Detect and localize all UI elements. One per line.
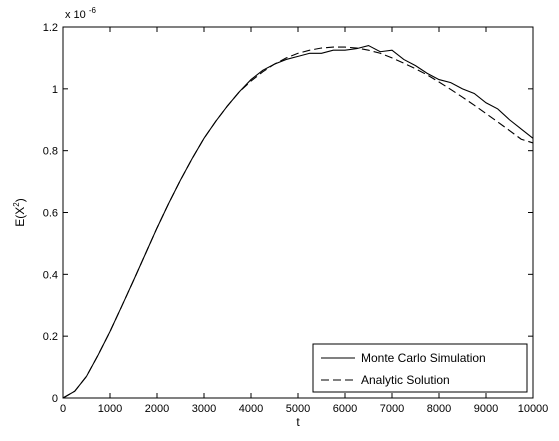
x-tick-label: 3000 xyxy=(192,403,216,415)
y-tick-label: 0.6 xyxy=(43,208,58,220)
x-tick-label: 9000 xyxy=(474,403,498,415)
axes-box xyxy=(62,26,534,399)
y-exponent-prefix: x 10 xyxy=(65,9,86,21)
y-tick-label: 1.2 xyxy=(43,22,58,34)
x-tick-label: 6000 xyxy=(333,403,357,415)
x-tick-label: 8000 xyxy=(427,403,451,415)
axis-ticks: 0 1000 2000 3000 4000 5000 6000 7000 8000 9000 100… xyxy=(43,22,549,415)
x-tick-label: 7000 xyxy=(380,403,404,415)
x-tick-label: 1000 xyxy=(98,403,122,415)
y-axis-exponent: x 10 -6 xyxy=(65,6,97,21)
legend: Monte Carlo Simulation Analytic Solution xyxy=(312,343,528,393)
y-tick-label: 0.2 xyxy=(43,331,58,343)
y-label-base: E(X xyxy=(13,207,27,227)
series-lines xyxy=(62,44,534,399)
legend-box xyxy=(312,343,528,393)
x-axis-label: t xyxy=(296,415,300,429)
x-tick-label: 4000 xyxy=(239,403,263,415)
x-tick-label: 5000 xyxy=(286,403,310,415)
legend-label-analytic: Analytic Solution xyxy=(361,373,450,387)
legend-label-monte-carlo: Monte Carlo Simulation xyxy=(361,351,486,365)
y-label-sup: 2 xyxy=(12,202,21,207)
x-tick-label: 10000 xyxy=(518,403,549,415)
y-axis-label: E(X2) xyxy=(12,198,27,226)
y-tick-label: 0 xyxy=(52,393,58,405)
x-tick-label: 2000 xyxy=(145,403,169,415)
y-tick-label: 1 xyxy=(52,84,58,96)
y-tick-label: 0.4 xyxy=(43,269,58,281)
series-line-1 xyxy=(62,46,534,399)
y-label-close: ) xyxy=(13,198,27,202)
y-exponent-power: -6 xyxy=(89,6,97,15)
y-tick-label: 0.8 xyxy=(43,146,58,158)
x-tick-label: 0 xyxy=(60,403,66,415)
